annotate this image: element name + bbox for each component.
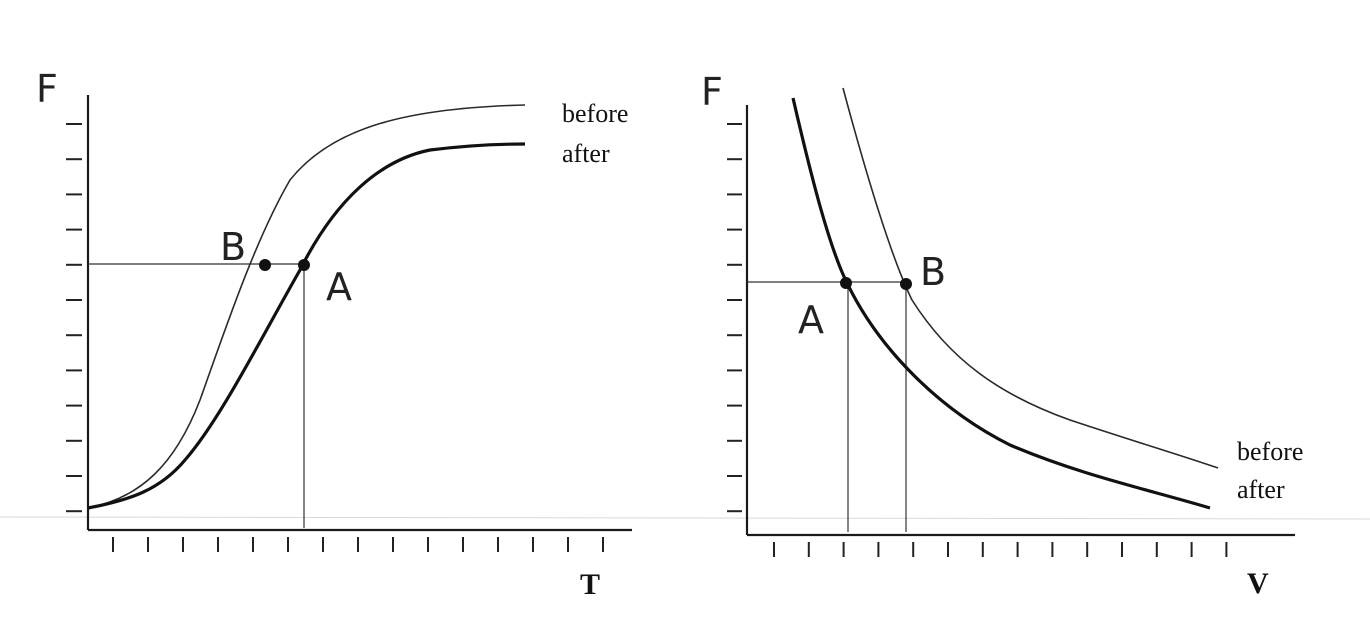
point-label-b: B [220, 225, 246, 269]
point-label-a: A [798, 298, 824, 342]
y-axis-label: F [36, 67, 58, 111]
series-line-before [87, 104, 526, 509]
point-label-b: B [920, 250, 946, 294]
chart-right: F V A B before after [701, 70, 1303, 600]
point-b [259, 259, 271, 271]
point-a [840, 277, 852, 289]
x-axis-label: T [580, 568, 600, 601]
legend-entry-before: before [1237, 437, 1303, 466]
series-line-before [842, 87, 1219, 469]
x-axis-label: V [1247, 567, 1269, 600]
point-a [298, 259, 310, 271]
axis-ticks [66, 123, 604, 552]
axis-ticks [727, 123, 1228, 557]
legend-entry-after: after [1237, 475, 1285, 504]
legend-entry-before: before [562, 99, 628, 128]
scan-artifact-line [0, 516, 1370, 520]
series-line-after [87, 142, 526, 510]
legend-entry-after: after [562, 139, 610, 168]
point-label-a: A [326, 265, 352, 309]
chart-left: F T B A before after [36, 67, 632, 601]
series-line-after [791, 97, 1211, 510]
point-b [900, 278, 912, 290]
y-axis-label: F [701, 70, 723, 114]
